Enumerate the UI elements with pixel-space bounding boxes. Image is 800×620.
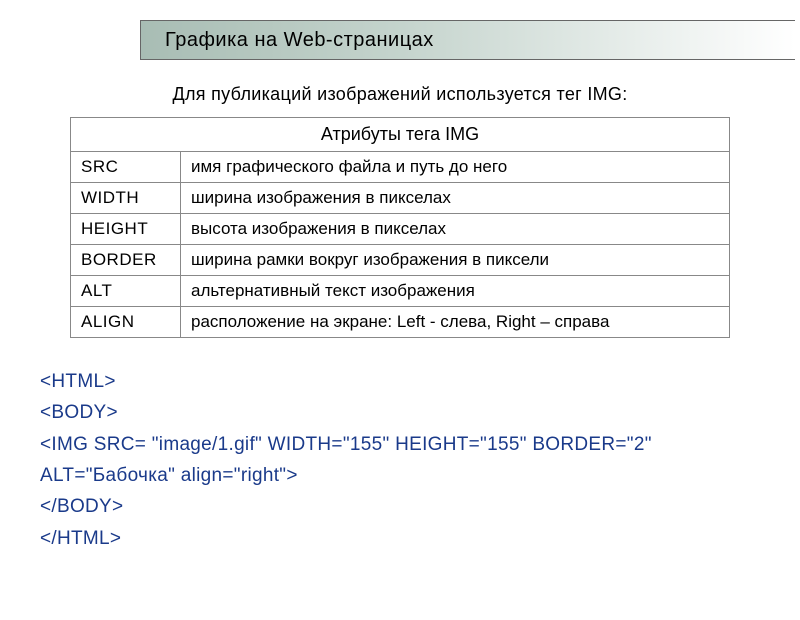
attributes-table: Атрибуты тега IMG SRC имя графического ф… [70, 117, 730, 338]
subtitle: Для публикаций изображений используется … [0, 84, 800, 105]
page-title: Графика на Web-страницах [165, 29, 434, 52]
table-row: BORDER ширина рамки вокруг изображения в… [71, 245, 730, 276]
attr-name: WIDTH [71, 183, 181, 214]
code-line: <IMG SRC= "image/1.gif" WIDTH="155" HEIG… [40, 429, 800, 460]
attr-name: HEIGHT [71, 214, 181, 245]
attr-desc: имя графического файла и путь до него [181, 152, 730, 183]
code-line: ALT="Бабочка" align="right"> [40, 460, 800, 491]
code-line: <BODY> [40, 397, 800, 428]
table-row: SRC имя графического файла и путь до нег… [71, 152, 730, 183]
code-line: <HTML> [40, 366, 800, 397]
code-line: </HTML> [40, 523, 800, 554]
attr-name: BORDER [71, 245, 181, 276]
table-caption: Атрибуты тега IMG [71, 118, 730, 152]
header-bar: Графика на Web-страницах [140, 20, 795, 60]
table-row: HEIGHT высота изображения в пикселах [71, 214, 730, 245]
attr-desc: ширина изображения в пикселах [181, 183, 730, 214]
table-row: WIDTH ширина изображения в пикселах [71, 183, 730, 214]
attr-desc: ширина рамки вокруг изображения в пиксел… [181, 245, 730, 276]
attr-desc: расположение на экране: Left - слева, Ri… [181, 307, 730, 338]
code-example: <HTML> <BODY> <IMG SRC= "image/1.gif" WI… [40, 366, 800, 554]
attr-name: SRC [71, 152, 181, 183]
table-header-row: Атрибуты тега IMG [71, 118, 730, 152]
code-line: </BODY> [40, 491, 800, 522]
attr-desc: альтернативный текст изображения [181, 276, 730, 307]
attr-name: ALIGN [71, 307, 181, 338]
attr-name: ALT [71, 276, 181, 307]
table-row: ALIGN расположение на экране: Left - сле… [71, 307, 730, 338]
table-row: ALT альтернативный текст изображения [71, 276, 730, 307]
attr-desc: высота изображения в пикселах [181, 214, 730, 245]
